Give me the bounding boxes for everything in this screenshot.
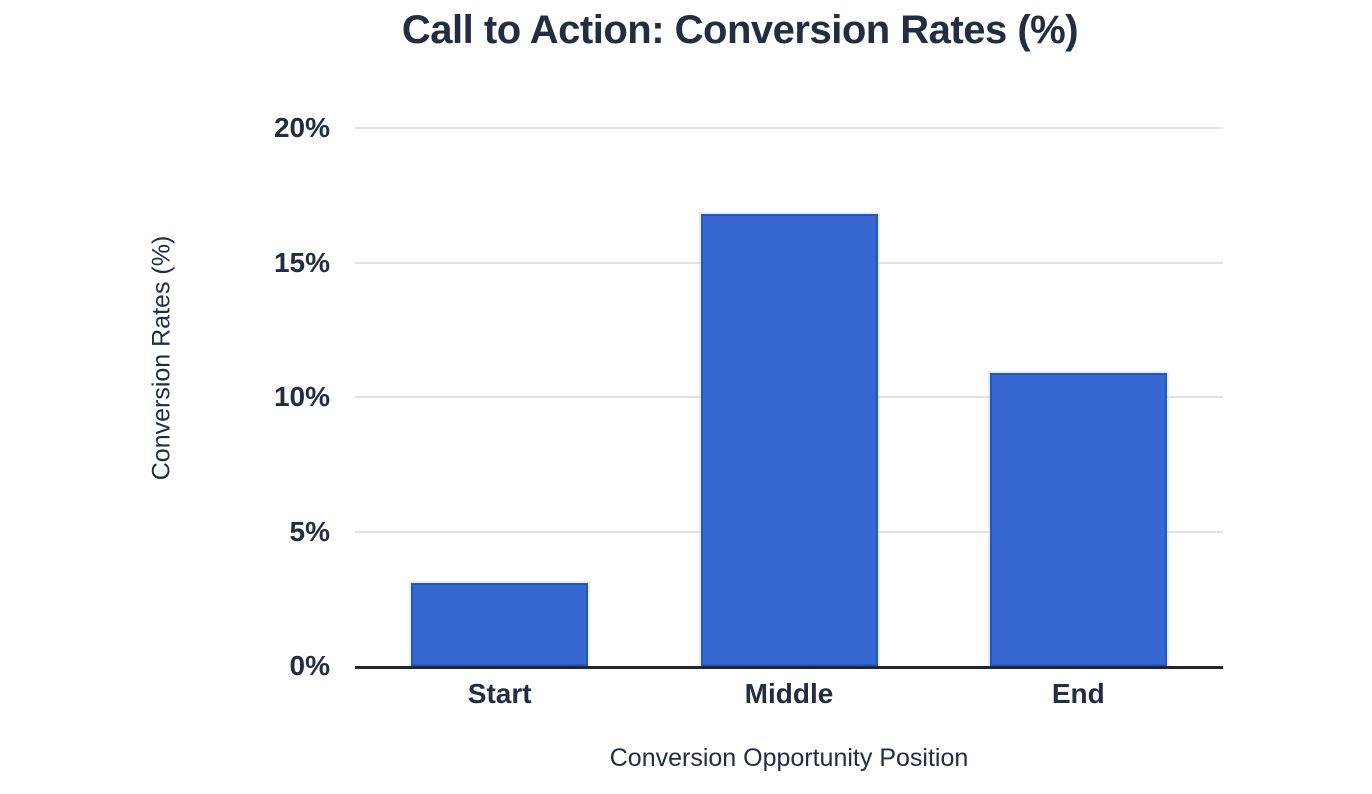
chart-title: Call to Action: Conversion Rates (%)	[401, 8, 1079, 52]
x-tick-label-start: Start	[467, 678, 532, 709]
x-axis-tick-labels: Start Middle End	[355, 678, 1223, 710]
bar-middle	[700, 214, 878, 666]
bar-start	[411, 582, 589, 666]
y-tick-label-20: 20%	[273, 112, 330, 143]
y-tick-label-0: 0%	[289, 650, 330, 681]
gridline-20	[355, 127, 1223, 129]
bar-end	[989, 372, 1167, 666]
x-tick-label-middle: Middle	[744, 678, 834, 709]
y-tick-label-5: 5%	[289, 515, 330, 547]
x-axis-title: Conversion Opportunity Position	[609, 744, 969, 772]
y-tick-label-10: 10%	[273, 381, 330, 412]
y-tick-label-15: 15%	[273, 246, 330, 278]
x-axis-line	[355, 666, 1223, 669]
x-tick-label-end: End	[1051, 678, 1105, 709]
plot-area	[355, 127, 1223, 666]
